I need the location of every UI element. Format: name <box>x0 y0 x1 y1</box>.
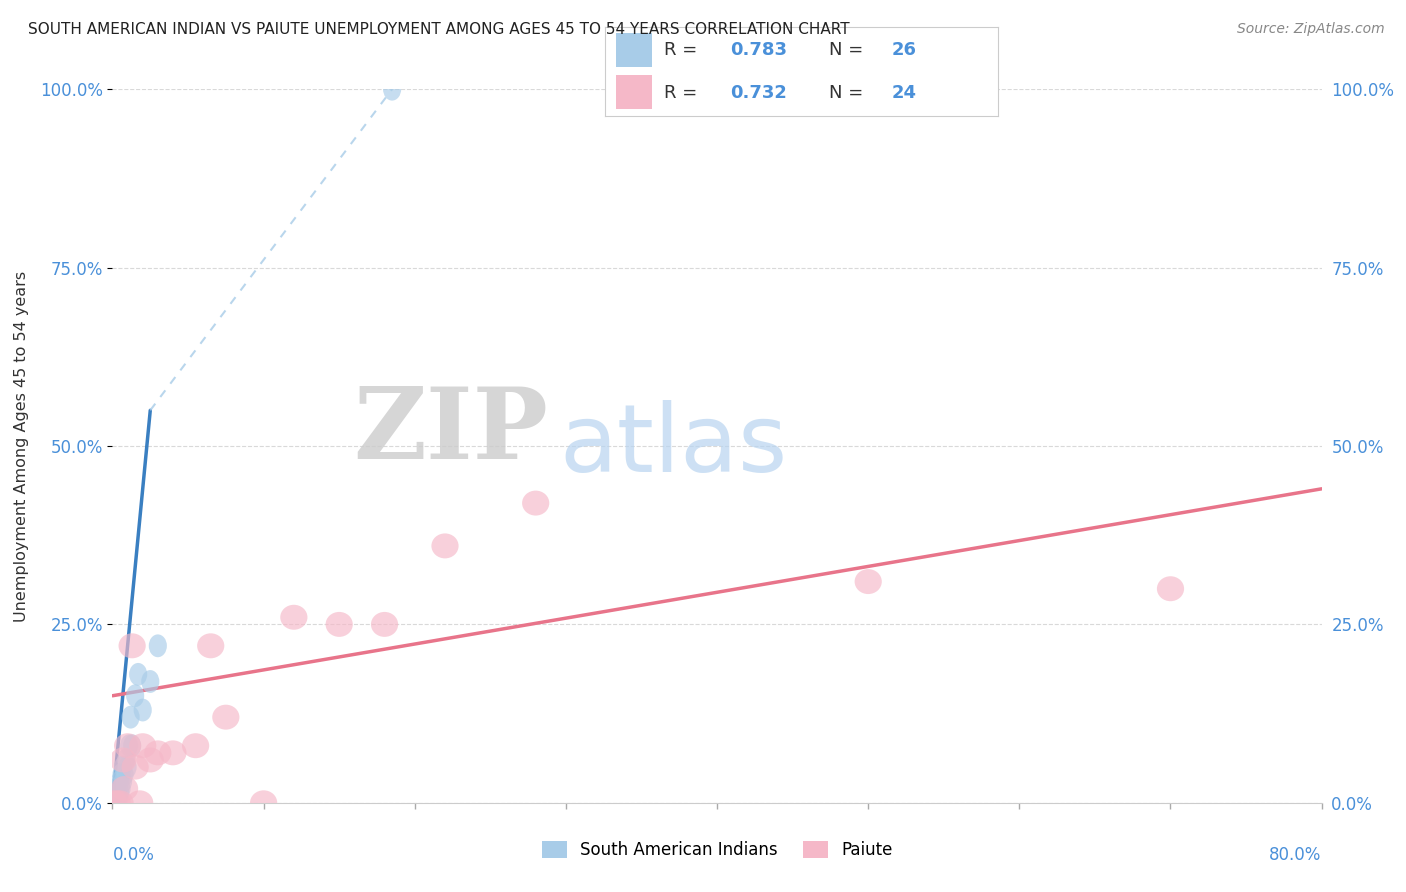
Ellipse shape <box>112 777 131 800</box>
Text: Source: ZipAtlas.com: Source: ZipAtlas.com <box>1237 22 1385 37</box>
Ellipse shape <box>855 569 882 594</box>
Ellipse shape <box>110 788 128 811</box>
Ellipse shape <box>250 790 277 815</box>
Text: R =: R = <box>664 41 703 59</box>
Ellipse shape <box>110 747 136 772</box>
Ellipse shape <box>110 784 128 807</box>
Ellipse shape <box>104 790 131 815</box>
Ellipse shape <box>115 763 134 786</box>
FancyBboxPatch shape <box>616 75 652 109</box>
Ellipse shape <box>1157 576 1184 601</box>
Text: R =: R = <box>664 84 703 102</box>
Ellipse shape <box>159 740 187 765</box>
Legend: South American Indians, Paiute: South American Indians, Paiute <box>536 834 898 866</box>
Ellipse shape <box>108 788 127 811</box>
Ellipse shape <box>129 663 148 686</box>
Ellipse shape <box>117 748 135 772</box>
Ellipse shape <box>108 777 127 800</box>
Text: 24: 24 <box>891 84 917 102</box>
Text: ZIP: ZIP <box>353 384 548 480</box>
Ellipse shape <box>121 755 149 780</box>
Ellipse shape <box>112 763 131 786</box>
Ellipse shape <box>105 791 124 814</box>
Ellipse shape <box>134 698 152 722</box>
Ellipse shape <box>326 612 353 637</box>
Text: 0.732: 0.732 <box>731 84 787 102</box>
Text: 0.0%: 0.0% <box>112 846 155 863</box>
Ellipse shape <box>136 747 165 772</box>
Ellipse shape <box>118 756 136 779</box>
Y-axis label: Unemployment Among Ages 45 to 54 years: Unemployment Among Ages 45 to 54 years <box>14 270 28 622</box>
Text: 0.783: 0.783 <box>731 41 787 59</box>
Ellipse shape <box>197 633 225 658</box>
Text: 26: 26 <box>891 41 917 59</box>
Ellipse shape <box>145 740 172 765</box>
Ellipse shape <box>105 788 124 811</box>
Ellipse shape <box>127 790 153 815</box>
Ellipse shape <box>114 770 132 793</box>
Ellipse shape <box>111 770 129 793</box>
Ellipse shape <box>120 734 138 757</box>
Ellipse shape <box>107 784 125 807</box>
Ellipse shape <box>111 780 129 804</box>
FancyBboxPatch shape <box>616 33 652 67</box>
Ellipse shape <box>280 605 308 630</box>
Ellipse shape <box>127 684 145 707</box>
Ellipse shape <box>522 491 550 516</box>
Ellipse shape <box>181 733 209 758</box>
Ellipse shape <box>107 791 125 814</box>
Text: SOUTH AMERICAN INDIAN VS PAIUTE UNEMPLOYMENT AMONG AGES 45 TO 54 YEARS CORRELATI: SOUTH AMERICAN INDIAN VS PAIUTE UNEMPLOY… <box>28 22 849 37</box>
Ellipse shape <box>100 790 128 815</box>
Text: N =: N = <box>830 41 869 59</box>
Ellipse shape <box>141 670 159 693</box>
Ellipse shape <box>432 533 458 558</box>
Ellipse shape <box>111 776 138 801</box>
Ellipse shape <box>107 790 134 815</box>
Text: atlas: atlas <box>560 400 789 492</box>
Ellipse shape <box>114 756 132 779</box>
Ellipse shape <box>382 78 401 101</box>
Ellipse shape <box>212 705 239 730</box>
Ellipse shape <box>118 633 146 658</box>
Text: N =: N = <box>830 84 869 102</box>
Ellipse shape <box>121 706 139 729</box>
Ellipse shape <box>114 733 141 758</box>
Ellipse shape <box>371 612 398 637</box>
Ellipse shape <box>129 733 156 758</box>
Ellipse shape <box>124 734 141 757</box>
Ellipse shape <box>149 634 167 657</box>
Text: 80.0%: 80.0% <box>1270 846 1322 863</box>
